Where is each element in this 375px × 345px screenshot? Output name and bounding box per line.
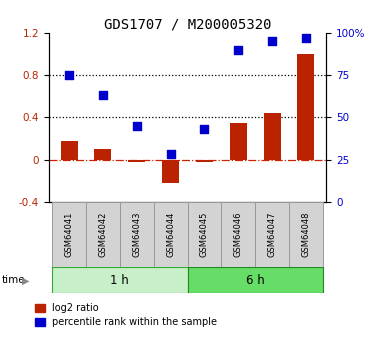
Point (303, 35, 309, 41)
Text: time: time (2, 275, 26, 285)
FancyBboxPatch shape (221, 202, 255, 267)
Text: 1 h: 1 h (111, 274, 129, 287)
FancyBboxPatch shape (188, 202, 221, 267)
Bar (61, 140, 78, 159)
FancyBboxPatch shape (86, 202, 120, 267)
Bar (94, 149, 111, 159)
Text: GSM64046: GSM64046 (234, 212, 243, 257)
Point (235, 47, 241, 52)
Point (201, 126, 207, 132)
Point (134, 123, 140, 128)
Bar (297, 54, 314, 159)
Point (66, 72, 72, 78)
Text: GSM64042: GSM64042 (98, 212, 107, 257)
Bar (162, 159, 179, 183)
FancyBboxPatch shape (255, 202, 289, 267)
Bar (264, 113, 280, 159)
FancyBboxPatch shape (120, 202, 154, 267)
Point (100, 92, 106, 98)
FancyBboxPatch shape (154, 202, 188, 267)
Bar (230, 122, 247, 159)
Text: GSM64044: GSM64044 (166, 212, 175, 257)
Text: GSM64048: GSM64048 (302, 212, 310, 257)
Legend: log2 ratio, percentile rank within the sample: log2 ratio, percentile rank within the s… (35, 303, 218, 327)
Text: 6 h: 6 h (246, 274, 264, 287)
FancyBboxPatch shape (52, 267, 188, 293)
Title: GDS1707 / M200005320: GDS1707 / M200005320 (104, 18, 271, 32)
Text: GSM64043: GSM64043 (132, 212, 141, 257)
FancyBboxPatch shape (188, 267, 323, 293)
Point (168, 152, 174, 157)
Text: GSM64041: GSM64041 (64, 212, 74, 257)
Bar (128, 159, 145, 162)
FancyBboxPatch shape (289, 202, 323, 267)
Bar (196, 159, 213, 162)
Point (269, 38, 275, 44)
FancyBboxPatch shape (52, 202, 86, 267)
Text: ▶: ▶ (22, 275, 30, 285)
Text: GSM64045: GSM64045 (200, 212, 209, 257)
Text: GSM64047: GSM64047 (268, 212, 277, 257)
